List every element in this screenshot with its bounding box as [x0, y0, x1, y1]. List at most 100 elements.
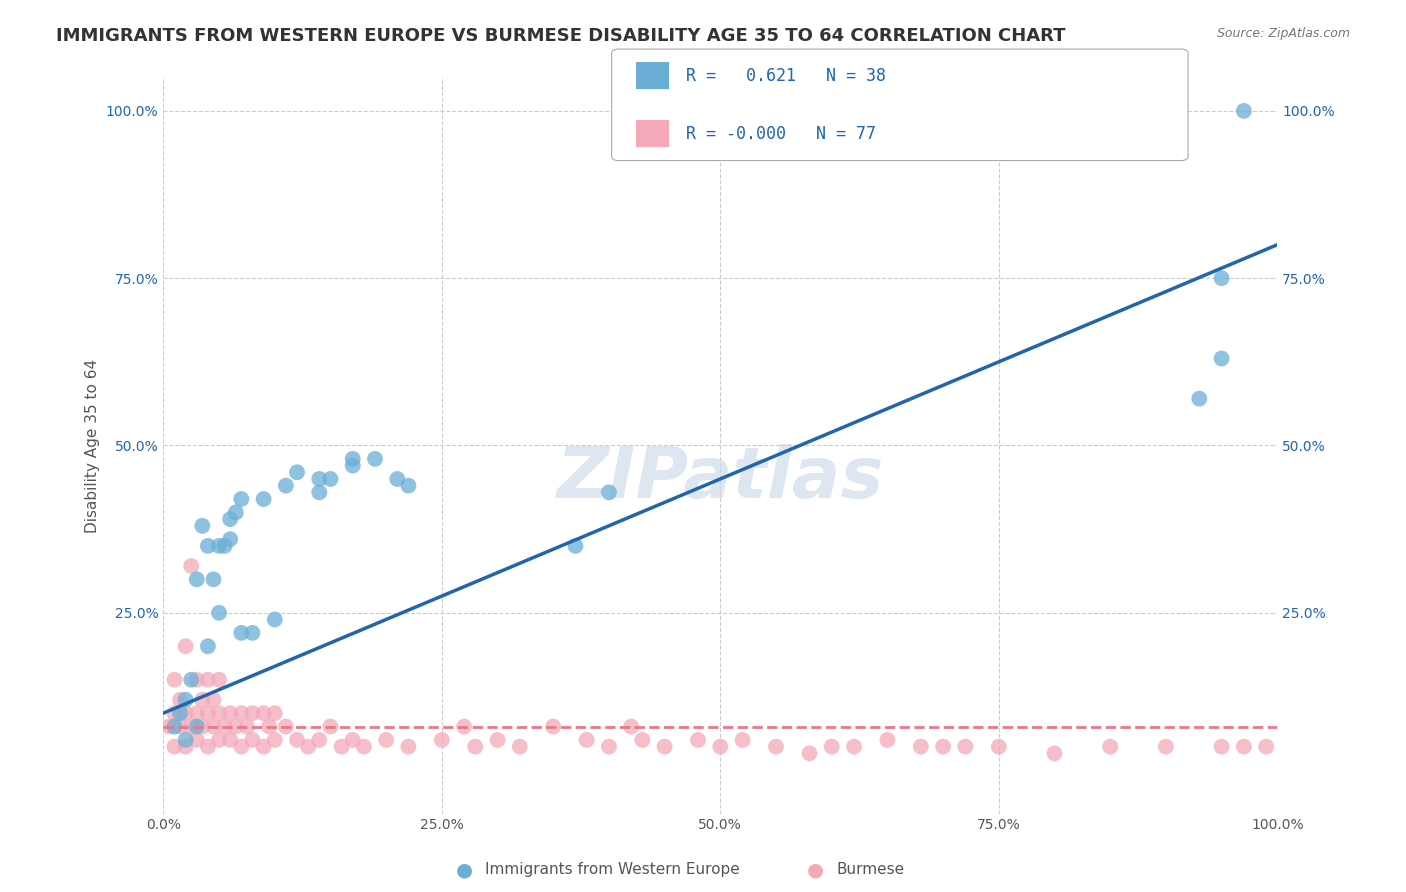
Point	[202, 693, 225, 707]
Point	[1233, 739, 1256, 754]
Point	[364, 451, 387, 466]
Point	[575, 733, 598, 747]
Point	[375, 733, 398, 747]
Point	[1211, 351, 1233, 366]
Point	[654, 739, 676, 754]
Point	[396, 478, 419, 492]
Point	[231, 739, 253, 754]
Point	[1043, 747, 1066, 761]
Point	[242, 733, 264, 747]
Point	[308, 733, 330, 747]
Point	[219, 733, 242, 747]
Point	[219, 512, 242, 526]
Point	[169, 693, 191, 707]
Text: Immigrants from Western Europe: Immigrants from Western Europe	[485, 863, 740, 877]
Point	[231, 491, 253, 506]
Text: Burmese: Burmese	[837, 863, 904, 877]
Point	[319, 720, 342, 734]
Point	[197, 539, 219, 553]
Point	[396, 739, 419, 754]
Text: ●: ●	[807, 860, 824, 880]
Point	[180, 558, 202, 573]
Point	[464, 739, 486, 754]
Point	[799, 747, 821, 761]
Point	[174, 733, 197, 747]
Point	[308, 485, 330, 500]
Point	[252, 491, 274, 506]
Point	[180, 673, 202, 687]
Point	[342, 733, 364, 747]
Point	[910, 739, 932, 754]
Point	[197, 673, 219, 687]
Point	[486, 733, 509, 747]
Point	[509, 739, 531, 754]
Y-axis label: Disability Age 35 to 64: Disability Age 35 to 64	[86, 359, 100, 533]
Point	[1188, 392, 1211, 406]
Point	[541, 720, 564, 734]
Point	[686, 733, 709, 747]
Point	[876, 733, 898, 747]
Point	[1211, 271, 1233, 285]
Point	[163, 706, 186, 721]
Point	[208, 706, 231, 721]
Point	[163, 720, 186, 734]
Point	[297, 739, 319, 754]
Point	[208, 539, 231, 553]
Point	[225, 720, 247, 734]
Point	[197, 639, 219, 653]
Point	[219, 532, 242, 546]
Point	[163, 739, 186, 754]
Point	[274, 478, 297, 492]
Point	[214, 720, 236, 734]
Point	[430, 733, 453, 747]
Text: R =   0.621   N = 38: R = 0.621 N = 38	[686, 67, 886, 85]
Point	[252, 739, 274, 754]
Point	[191, 693, 214, 707]
Point	[208, 606, 231, 620]
Point	[285, 733, 308, 747]
Point	[169, 720, 191, 734]
Point	[308, 472, 330, 486]
Point	[1211, 739, 1233, 754]
Point	[186, 720, 208, 734]
Point	[263, 612, 285, 626]
Point	[186, 706, 208, 721]
Point	[231, 625, 253, 640]
Point	[208, 673, 231, 687]
Point	[263, 733, 285, 747]
Point	[208, 733, 231, 747]
Point	[598, 485, 620, 500]
Point	[231, 706, 253, 721]
Point	[1154, 739, 1177, 754]
Point	[180, 720, 202, 734]
Point	[330, 739, 353, 754]
Point	[319, 472, 342, 486]
Point	[174, 706, 197, 721]
Text: Source: ZipAtlas.com: Source: ZipAtlas.com	[1216, 27, 1350, 40]
Point	[598, 739, 620, 754]
Point	[202, 572, 225, 586]
Point	[197, 706, 219, 721]
Point	[252, 706, 274, 721]
Point	[353, 739, 375, 754]
Point	[197, 739, 219, 754]
Point	[174, 693, 197, 707]
Point	[219, 706, 242, 721]
Point	[731, 733, 754, 747]
Point	[274, 720, 297, 734]
Point	[169, 706, 191, 721]
Point	[174, 639, 197, 653]
Point	[174, 739, 197, 754]
Point	[987, 739, 1010, 754]
Point	[387, 472, 409, 486]
Point	[202, 720, 225, 734]
Point	[191, 720, 214, 734]
Text: IMMIGRANTS FROM WESTERN EUROPE VS BURMESE DISABILITY AGE 35 TO 64 CORRELATION CH: IMMIGRANTS FROM WESTERN EUROPE VS BURMES…	[56, 27, 1066, 45]
Point	[214, 539, 236, 553]
Point	[631, 733, 654, 747]
Point	[257, 720, 280, 734]
Point	[709, 739, 731, 754]
Point	[186, 673, 208, 687]
Point	[263, 706, 285, 721]
Point	[285, 465, 308, 479]
